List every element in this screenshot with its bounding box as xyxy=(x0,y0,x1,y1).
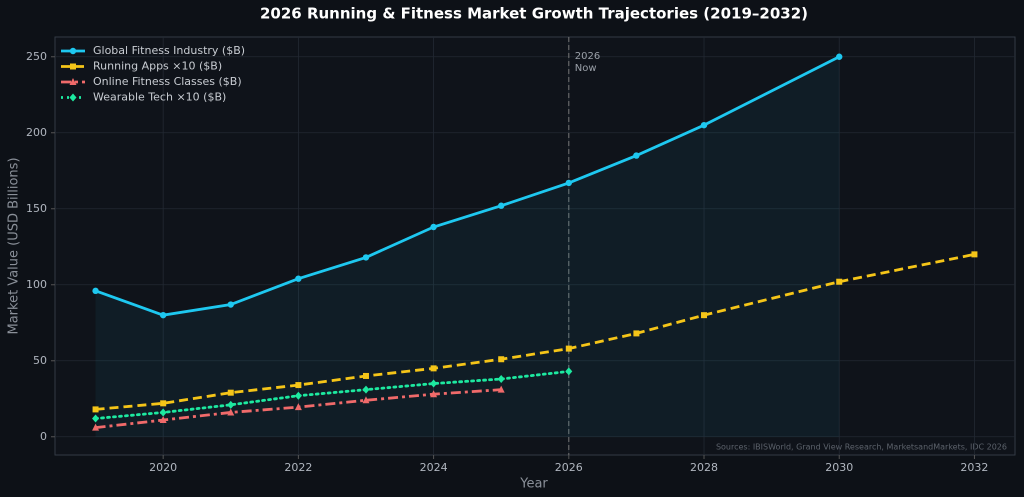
plot-area xyxy=(54,36,1016,456)
marker xyxy=(227,301,234,308)
marker xyxy=(430,223,437,231)
y-tick-label: 100 xyxy=(26,278,47,291)
reference-label: Now xyxy=(575,63,597,74)
y-tick-label: 50 xyxy=(33,354,47,367)
y-tick-label: 200 xyxy=(26,126,47,139)
marker xyxy=(565,179,573,187)
marker xyxy=(227,408,235,416)
marker xyxy=(498,356,505,363)
marker xyxy=(362,385,370,394)
legend-label: Online Fitness Classes ($B) xyxy=(93,75,242,88)
marker xyxy=(633,330,640,337)
x-axis-label: Year xyxy=(519,477,548,492)
marker xyxy=(160,400,167,407)
x-tick-label: 2028 xyxy=(690,461,718,474)
marker xyxy=(836,53,843,60)
marker xyxy=(159,416,167,424)
marker xyxy=(497,375,505,383)
chart-title: 2026 Running & Fitness Market Growth Tra… xyxy=(260,5,808,23)
marker xyxy=(362,254,370,261)
marker xyxy=(362,372,369,379)
line xyxy=(94,370,571,420)
marker xyxy=(971,251,978,258)
x-tick-label: 2026 xyxy=(555,461,583,474)
marker xyxy=(294,403,302,411)
x-tick-label: 2024 xyxy=(420,461,448,474)
marker xyxy=(294,391,302,400)
marker xyxy=(92,406,99,413)
marker xyxy=(633,152,640,159)
marker xyxy=(227,389,234,396)
marker xyxy=(159,311,167,319)
marker xyxy=(227,400,235,409)
marker xyxy=(92,414,100,423)
y-tick-label: 150 xyxy=(26,202,47,215)
y-tick-label: 0 xyxy=(40,430,47,443)
marker xyxy=(565,367,573,376)
marker xyxy=(295,275,302,282)
marker xyxy=(362,396,370,404)
legend-label: Running Apps ×10 ($B) xyxy=(93,60,222,73)
y-tick-label: 250 xyxy=(26,50,47,63)
marker xyxy=(497,385,505,393)
legend-label: Wearable Tech ×10 ($B) xyxy=(93,91,226,104)
marker xyxy=(565,345,572,352)
marker xyxy=(92,423,100,431)
legend-marker xyxy=(69,78,77,85)
marker xyxy=(700,121,708,129)
x-tick-label: 2030 xyxy=(825,461,853,474)
marker xyxy=(159,408,167,417)
x-tick-label: 2020 xyxy=(149,461,177,474)
y-axis-label: Market Value (USD Billions) xyxy=(7,157,22,334)
marker xyxy=(92,287,99,295)
marker xyxy=(836,278,843,285)
x-tick-label: 2022 xyxy=(284,461,312,474)
legend-marker xyxy=(70,63,76,70)
area xyxy=(95,56,840,437)
marker xyxy=(430,379,438,388)
legend-marker xyxy=(69,93,77,102)
marker xyxy=(497,202,505,209)
marker xyxy=(430,365,437,372)
legend-label: Global Fitness Industry ($B) xyxy=(93,44,245,57)
reference-label: 2026 xyxy=(575,51,600,62)
marker xyxy=(295,382,302,389)
source-note: Sources: IBISWorld, Grand View Research,… xyxy=(716,443,1007,452)
legend-marker xyxy=(69,47,77,55)
marker xyxy=(430,390,438,398)
x-tick-label: 2032 xyxy=(960,461,988,474)
marker xyxy=(701,312,708,319)
